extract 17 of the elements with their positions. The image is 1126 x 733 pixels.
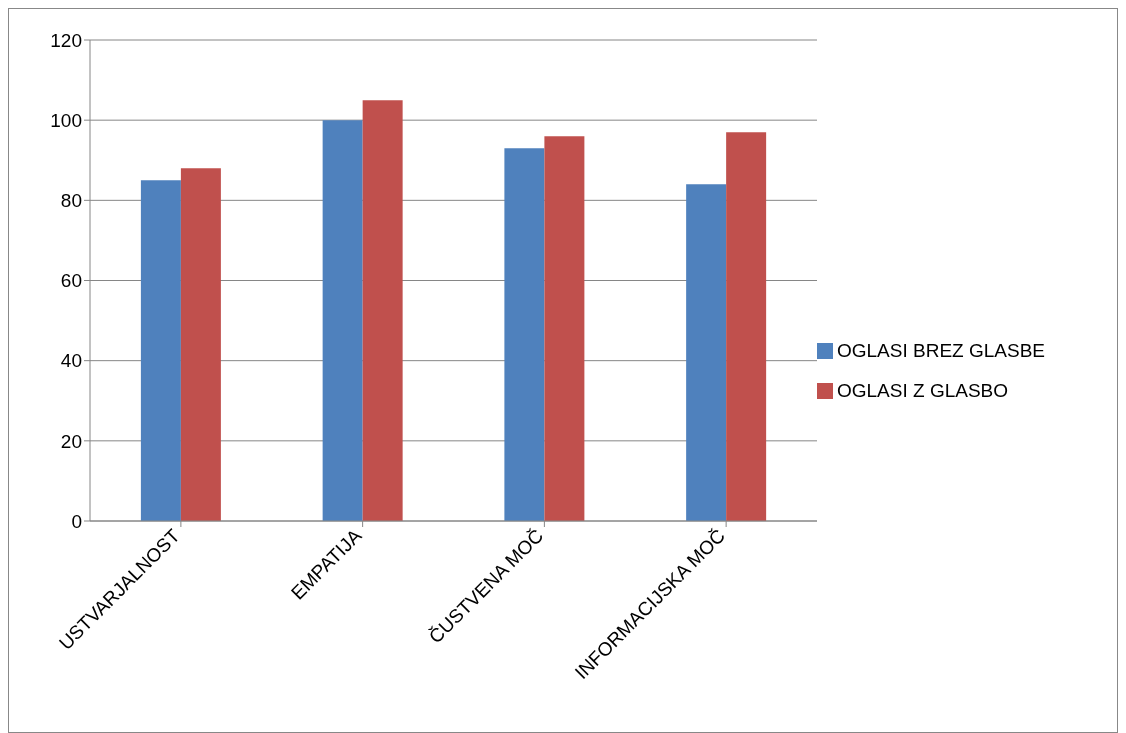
y-tick-label: 120 (50, 29, 82, 51)
y-tick-label: 80 (60, 190, 82, 212)
bar (140, 180, 181, 521)
y-tick-label: 100 (50, 109, 82, 131)
bar (726, 132, 767, 521)
y-tick-label: 20 (60, 430, 82, 452)
bar (544, 136, 585, 521)
bar (362, 100, 403, 521)
legend-label: OGLASI Z GLASBO (837, 379, 1009, 401)
bar (322, 120, 363, 521)
y-tick-label: 60 (60, 270, 82, 292)
bar (180, 168, 221, 521)
bar (504, 148, 545, 521)
legend-label: OGLASI BREZ GLASBE (837, 339, 1046, 361)
bar (686, 184, 727, 521)
y-tick-label: 40 (60, 350, 82, 372)
y-tick-label: 0 (71, 510, 82, 532)
